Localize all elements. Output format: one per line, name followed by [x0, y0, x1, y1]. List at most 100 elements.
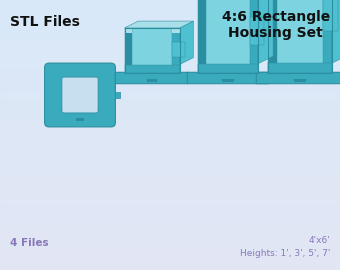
Bar	[0, 180, 340, 184]
Bar	[0, 49, 340, 54]
Bar	[132, 28, 172, 67]
Text: Heights: 1', 3', 5', 7': Heights: 1', 3', 5', 7'	[240, 249, 330, 258]
Bar	[198, 64, 258, 73]
Bar	[124, 65, 180, 73]
Bar	[268, 63, 332, 73]
Bar	[0, 135, 340, 140]
Bar	[0, 36, 340, 40]
Bar	[0, 81, 340, 86]
Bar	[0, 108, 340, 113]
Bar	[0, 99, 340, 103]
Bar	[0, 94, 340, 99]
Bar	[0, 27, 340, 32]
Bar	[0, 243, 340, 248]
Bar	[0, 207, 340, 211]
Bar	[0, 153, 340, 157]
Bar	[0, 130, 340, 135]
Bar	[0, 176, 340, 180]
Bar	[115, 92, 120, 98]
Polygon shape	[258, 0, 273, 64]
Bar	[222, 79, 234, 82]
Bar	[323, 0, 338, 31]
Bar	[0, 122, 340, 126]
Bar	[0, 252, 340, 256]
Bar	[198, 0, 258, 73]
Bar	[0, 148, 340, 153]
Bar	[0, 211, 340, 216]
Bar	[0, 234, 340, 238]
Bar	[147, 79, 157, 82]
Bar	[0, 68, 340, 72]
Bar	[0, 54, 340, 59]
Text: 4'x6': 4'x6'	[308, 236, 330, 245]
Bar	[0, 76, 340, 81]
Text: 4 Files: 4 Files	[10, 238, 49, 248]
Bar	[0, 221, 340, 225]
FancyBboxPatch shape	[45, 63, 115, 127]
Bar	[0, 86, 340, 90]
Bar	[0, 9, 340, 14]
Bar	[0, 32, 340, 36]
Bar	[0, 157, 340, 162]
Text: STL Files: STL Files	[10, 15, 80, 29]
Bar	[0, 202, 340, 207]
Bar	[323, 0, 332, 73]
Bar	[0, 184, 340, 189]
FancyBboxPatch shape	[256, 72, 340, 84]
Bar	[268, 0, 277, 73]
Bar	[0, 144, 340, 148]
FancyBboxPatch shape	[187, 72, 269, 84]
Bar	[0, 140, 340, 144]
Bar	[0, 117, 340, 122]
Bar	[277, 0, 323, 66]
Bar	[0, 230, 340, 234]
Bar	[0, 113, 340, 117]
Bar	[0, 167, 340, 171]
Bar	[0, 5, 340, 9]
Bar	[206, 0, 250, 66]
Bar	[0, 126, 340, 130]
Bar	[0, 59, 340, 63]
Bar	[277, 66, 323, 73]
Bar	[0, 162, 340, 167]
Bar	[0, 198, 340, 202]
Bar	[172, 28, 180, 73]
Bar	[0, 248, 340, 252]
Bar	[76, 118, 84, 122]
Bar	[0, 40, 340, 45]
Bar	[268, 0, 332, 73]
Bar	[0, 189, 340, 194]
FancyBboxPatch shape	[115, 72, 189, 84]
Bar	[0, 225, 340, 230]
Bar	[0, 14, 340, 18]
Text: 4:6 Rectangle
Housing Set: 4:6 Rectangle Housing Set	[222, 10, 330, 40]
Bar	[250, 0, 258, 73]
Bar	[293, 79, 306, 82]
Bar	[250, 17, 264, 45]
FancyBboxPatch shape	[62, 77, 98, 113]
Bar	[0, 63, 340, 68]
Bar	[132, 67, 172, 73]
Bar	[0, 171, 340, 176]
Bar	[0, 22, 340, 27]
Bar	[206, 66, 250, 73]
Bar	[0, 0, 340, 5]
Bar	[124, 28, 180, 73]
Bar	[0, 238, 340, 243]
Bar	[0, 45, 340, 49]
Polygon shape	[180, 21, 193, 65]
Bar	[0, 18, 340, 22]
Bar	[172, 28, 180, 33]
Bar	[198, 0, 206, 73]
Bar	[0, 72, 340, 76]
Bar	[124, 28, 132, 33]
Bar	[0, 90, 340, 94]
Polygon shape	[124, 21, 193, 28]
Polygon shape	[332, 0, 340, 63]
Bar	[0, 103, 340, 108]
Bar	[0, 194, 340, 198]
Bar	[172, 42, 185, 57]
Bar	[0, 216, 340, 221]
Bar	[0, 265, 340, 270]
Bar	[124, 28, 132, 73]
